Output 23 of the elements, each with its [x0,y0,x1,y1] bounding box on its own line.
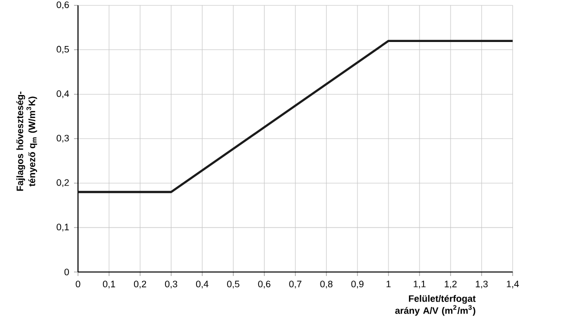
x-tick-label: 0,3 [165,280,178,288]
y-tick-label: 0,1 [56,224,69,232]
x-tick-label: 0,8 [320,280,332,288]
x-tick-label: 1 [386,280,391,288]
x-tick-label: 1,1 [414,280,426,288]
x-tick-label: 0,2 [134,280,146,288]
x-tick-label: 0,5 [227,280,240,288]
x-tick-label: 1,3 [476,280,488,288]
x-tick-label: 0,1 [102,280,116,288]
y-tick-label: 0,5 [56,46,69,54]
x-tick-label: 0,6 [258,280,270,288]
y-tick-label: 0,4 [56,90,70,98]
x-tick-label: 1,4 [506,280,519,288]
x-tick-label: 0,7 [289,280,302,288]
y-tick-label: 0,6 [56,1,69,10]
y-tick-label: 0 [64,268,69,276]
x-axis-title: Felület/térfogat arány A/V (m$^{2}$/m$^{3}$) [395,294,476,316]
y-tick-label: 0,2 [56,179,69,187]
x-tick-label: 0,4 [196,280,208,288]
x-tick-label: 0,9 [351,280,364,288]
y-tick-label: 0,3 [56,134,69,143]
x-tick-label: 0 [76,280,80,288]
x-tick-label: 1,2 [444,280,457,288]
